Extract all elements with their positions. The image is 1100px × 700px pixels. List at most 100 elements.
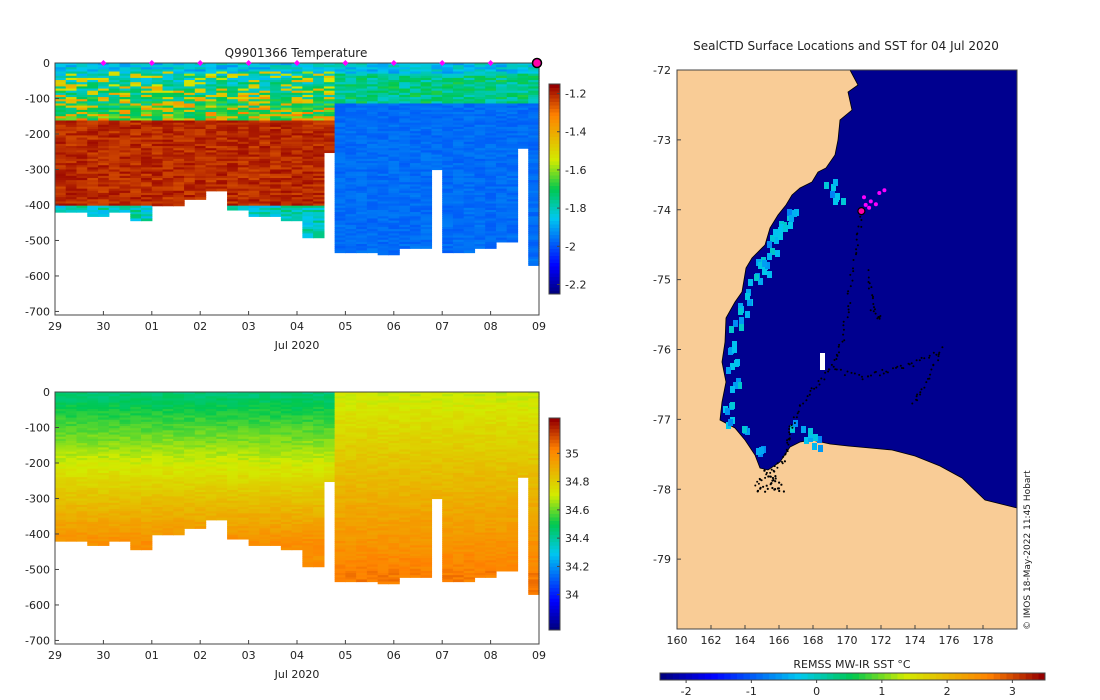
heatmap-cell: [291, 109, 303, 113]
heatmap-cell: [151, 415, 164, 419]
heatmap-cell: [388, 163, 400, 166]
heatmap-cell: [270, 477, 282, 480]
heatmap-cell: [216, 489, 228, 493]
heatmap-cell: [119, 455, 131, 459]
heatmap-cell: [528, 224, 540, 228]
heatmap-cell: [76, 67, 88, 70]
heatmap-cell: [108, 394, 121, 397]
heatmap-cell: [227, 423, 239, 427]
heatmap-cell: [334, 139, 346, 143]
heatmap-cell: [119, 447, 131, 451]
heatmap-cell: [517, 69, 529, 73]
heatmap-cell: [108, 120, 121, 124]
heatmap-cell: [495, 133, 508, 137]
heatmap-cell: [431, 103, 443, 107]
heatmap-cell: [194, 400, 207, 404]
heatmap-cell: [162, 526, 174, 529]
heatmap-cell: [528, 182, 540, 185]
heatmap-cell: [194, 75, 207, 79]
heatmap-cell: [205, 472, 217, 476]
heatmap-cell: [162, 97, 174, 100]
heatmap-cell: [345, 224, 357, 228]
heatmap-cell: [65, 430, 78, 434]
heatmap-cell: [141, 507, 153, 510]
heatmap-cell: [173, 178, 185, 181]
heatmap-cell: [194, 114, 207, 117]
heatmap-cell: [377, 190, 390, 194]
heatmap-cell: [388, 220, 400, 224]
heatmap-cell: [495, 120, 508, 124]
heatmap-cell: [151, 80, 164, 83]
colorbar-segment: [549, 210, 560, 214]
heatmap-cell: [194, 472, 207, 476]
heatmap-cell: [452, 71, 465, 75]
heatmap-cell: [463, 229, 476, 232]
heatmap-cell: [356, 148, 368, 151]
heatmap-cell: [259, 105, 271, 109]
heatmap-cell: [98, 180, 110, 183]
heatmap-cell: [291, 182, 303, 185]
heatmap-cell: [474, 180, 486, 183]
heatmap-cell: [388, 126, 400, 130]
heatmap-cell: [248, 118, 260, 122]
heatmap-cell: [420, 129, 433, 132]
heatmap-cell: [130, 216, 142, 220]
heatmap-cell: [55, 101, 67, 105]
profile-marker: [294, 60, 300, 66]
heatmap-cell: [452, 209, 465, 213]
heatmap-cell: [76, 120, 88, 124]
heatmap-cell: [98, 192, 110, 196]
colorbar-segment: [549, 133, 560, 137]
heatmap-cell: [259, 107, 271, 111]
heatmap-cell: [98, 519, 110, 523]
heatmap-cell: [205, 84, 217, 88]
heatmap-cell: [119, 445, 131, 448]
heatmap-cell: [528, 244, 540, 247]
heatmap-cell: [442, 126, 454, 130]
heatmap-cell: [130, 534, 142, 538]
heatmap-cell: [528, 137, 540, 141]
heatmap-cell: [302, 84, 314, 88]
heatmap-cell: [151, 428, 164, 431]
heatmap-cell: [431, 105, 443, 109]
heatmap-cell: [162, 451, 174, 455]
heatmap-cell: [399, 201, 411, 205]
heatmap-cell: [528, 75, 540, 79]
heatmap-cell: [162, 453, 174, 457]
heatmap-cell: [162, 477, 174, 480]
heatmap-cell: [65, 156, 78, 160]
heatmap-cell: [409, 156, 422, 160]
heatmap-cell: [366, 120, 379, 124]
heatmap-cell: [130, 415, 142, 419]
heatmap-cell: [495, 129, 508, 132]
heatmap-cell: [495, 135, 508, 139]
heatmap-cell: [302, 216, 314, 220]
heatmap-cell: [162, 528, 174, 532]
heatmap-cell: [248, 77, 260, 81]
heatmap-cell: [463, 146, 476, 149]
heatmap-cell: [334, 109, 346, 113]
heatmap-cell: [280, 73, 293, 77]
heatmap-cell: [76, 137, 88, 141]
heatmap-cell: [130, 521, 142, 525]
heatmap-cell: [495, 167, 508, 171]
heatmap-cell: [130, 509, 142, 512]
heatmap-cell: [130, 466, 142, 470]
heatmap-cell: [108, 487, 121, 491]
heatmap-cell: [323, 116, 336, 119]
heatmap-cell: [119, 146, 131, 149]
heatmap-cell: [399, 180, 411, 183]
heatmap-cell: [130, 477, 142, 480]
heatmap-cell: [463, 105, 476, 109]
heatmap-cell: [495, 92, 508, 96]
heatmap-cell: [259, 447, 271, 451]
heatmap-cell: [270, 396, 282, 399]
heatmap-cell: [248, 396, 260, 399]
heatmap-cell: [442, 205, 454, 209]
heatmap-cell: [65, 175, 78, 179]
heatmap-cell: [87, 417, 99, 421]
heatmap-cell: [356, 90, 368, 94]
heatmap-cell: [119, 524, 131, 527]
heatmap-cell: [495, 180, 508, 183]
heatmap-cell: [151, 504, 164, 508]
